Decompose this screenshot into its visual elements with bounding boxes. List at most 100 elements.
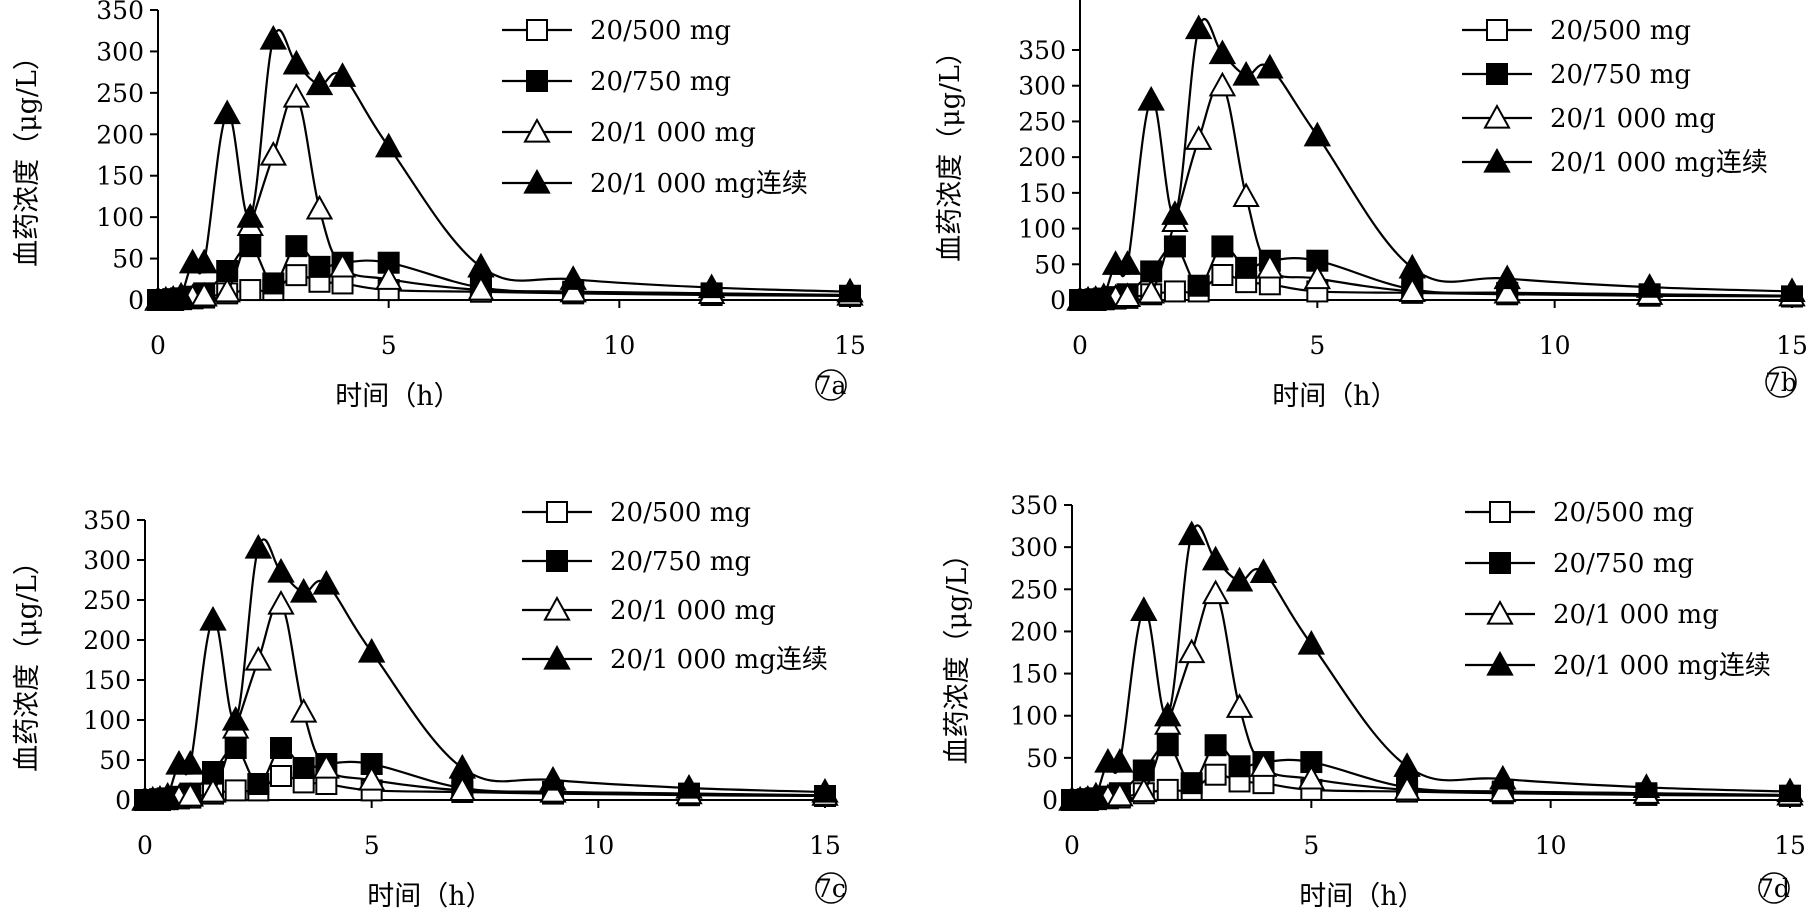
x-tick-label: 0 [1072,331,1088,360]
data-point [1082,781,1110,807]
legend-marker [523,117,551,143]
legend-marker [1486,650,1514,676]
x-tick-label: 0 [137,831,153,860]
panel-label: 7b [1765,368,1797,397]
data-point [1208,39,1237,65]
data-point [224,779,247,802]
legend-label: 20/500 mg [610,498,751,528]
data-point [1180,772,1203,795]
data-point [1106,748,1134,773]
data-point [1090,282,1118,308]
data-point [328,252,357,278]
data-point [1249,558,1278,584]
data-point [1106,781,1134,807]
y-tick-label: 150 [83,666,131,695]
y-tick-label: 200 [1010,617,1058,646]
data-point [190,248,218,274]
y-tick-label: 200 [1018,143,1066,172]
x-tick-label: 10 [582,831,614,860]
data-point [1163,280,1186,303]
x-tick-label: 10 [603,331,635,360]
data-point [259,140,288,166]
data-point [259,24,288,50]
data-point [1113,282,1142,308]
data-point [467,275,495,301]
data-point [697,273,726,299]
data-point [1137,278,1165,304]
data-point [1493,264,1521,290]
legend-marker [543,644,571,670]
data-point [1778,277,1806,303]
data-point [167,281,195,307]
x-tick-label: 15 [1776,331,1808,360]
y-tick-label: 250 [1010,575,1058,604]
data-point [467,252,495,278]
y-tick-label: 350 [96,0,144,25]
data-point [1256,253,1284,279]
data-point [1398,277,1426,303]
data-point [312,569,341,595]
legend-label: 20/1 000 mg [1550,104,1716,134]
data-point [1249,752,1278,777]
y-tick-label: 150 [1010,660,1058,689]
data-point [305,70,334,96]
data-point [247,773,270,795]
data-point [1137,85,1165,111]
y-tick-label: 100 [96,203,144,232]
chart-panel-7c: 0 50 100 150 200 250 300 350 0 5 10 15 时间（h） 血药浓度（μg/… [12,498,847,912]
data-point [539,777,567,803]
data-point [1204,734,1227,757]
data-point [1489,764,1517,790]
y-tick-label: 100 [1010,702,1058,731]
data-point [1211,235,1234,258]
data-point [267,589,295,615]
legend-label: 20/500 mg [590,16,731,46]
y-tick-label: 0 [128,286,144,315]
y-tick-label: 0 [1050,286,1066,315]
data-point [244,645,273,671]
data-point [1184,125,1213,150]
legend-marker [1483,103,1511,129]
legend-marker [1486,599,1514,625]
data-point [308,255,331,278]
data-point [1256,53,1284,79]
y-tick-label: 200 [96,120,144,149]
legend-label: 20/1 000 mg [1553,600,1719,630]
data-point [285,264,308,287]
data-point [1177,520,1206,546]
data-point [448,776,477,801]
data-point [357,637,386,663]
data-point [153,781,182,807]
data-point [1303,264,1332,290]
data-point [1130,777,1158,803]
x-tick-label: 5 [364,831,380,860]
data-point [811,777,839,803]
legend-marker [526,19,548,41]
y-tick-label: 150 [96,162,144,191]
x-axis-title: 时间（h） [1272,381,1397,412]
data-point [539,765,567,791]
y-tick-label: 200 [83,626,131,655]
x-axis-title: 时间（h） [367,881,492,912]
data-point [357,765,386,791]
y-tick-label: 250 [1018,107,1066,136]
y-axis-title: 血药浓度（μg/L） [935,38,966,262]
data-point [176,749,205,775]
y-tick-label: 350 [1018,36,1066,65]
data-point [270,737,292,759]
chart-panel-7d: 0 50 100 150 200 250 300 350 0 5 10 15 时间（h） 血药浓度（μg/… [942,491,1806,912]
data-point [374,265,403,290]
x-tick-label: 15 [809,831,841,860]
y-axis-title: 血药浓度（μg/L） [12,548,43,772]
y-tick-label: 150 [1018,179,1066,208]
data-point [1232,60,1260,86]
y-tick-label: 250 [83,586,131,615]
y-tick-label: 50 [112,245,144,274]
legend-label: 20/750 mg [1550,60,1691,90]
legend-marker [1486,19,1508,41]
legend-label: 20/1 000 mg [590,118,756,148]
data-point [1201,579,1230,605]
data-point [1208,71,1237,97]
legend-label: 20/750 mg [590,67,731,97]
data-point [1225,693,1254,718]
